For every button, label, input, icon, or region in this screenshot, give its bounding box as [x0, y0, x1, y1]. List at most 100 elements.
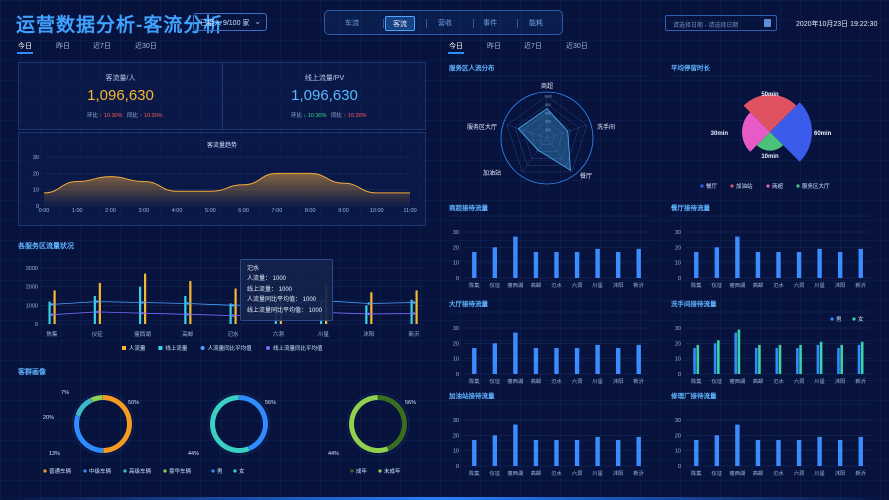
x-tick-label: 高邮 [753, 377, 764, 385]
bar [776, 439, 781, 466]
bar [574, 251, 580, 278]
bar [694, 251, 699, 278]
bar [858, 436, 863, 466]
donut-label: 50% [128, 400, 139, 406]
bar [714, 435, 720, 466]
x-tick-label: 仪征 [490, 377, 501, 385]
x-tick-label: 瘦西湖 [729, 377, 745, 385]
bar [796, 439, 802, 466]
x-tick-label: 瘦西湖 [134, 330, 151, 338]
rose-slice [770, 102, 812, 162]
tooltip-line: 线上流量： 1000 [247, 286, 293, 293]
y-tick-label: 20 [675, 433, 681, 439]
bar [735, 236, 740, 278]
x-tick-label: 9:00 [338, 208, 349, 214]
station-selector[interactable]: 已接入 9/100 家 ⌄ [193, 13, 267, 31]
bar [860, 341, 864, 374]
donut-label: 13% [49, 451, 60, 457]
x-tick-label: 8:00 [305, 208, 316, 214]
bar [574, 347, 580, 374]
x-tick-label: 沐阳 [613, 377, 624, 385]
bar [778, 344, 782, 374]
trend-chart: 客流量趋势 0 10 20 30 0:00 1:00 2:00 3:00 4:00 5:00 6:00… [33, 141, 417, 214]
bar [717, 340, 720, 374]
right-tab-yesterday[interactable]: 昨日 [487, 43, 501, 50]
y-tick-label: 10 [453, 449, 459, 455]
x-tick-label: 沐阳 [363, 330, 374, 338]
x-tick-label: 0:00 [39, 208, 50, 214]
legend-label: 餐厅 [706, 182, 718, 190]
left-tab-yesterday[interactable]: 昨日 [56, 43, 70, 50]
legend-dot [796, 184, 800, 188]
y-tick-label: 0 [456, 464, 459, 470]
bar-chart-gas: 加油站接待流量 0 10 20 30 陈集 仪征 瘦西湖 高邮 氾水 六洞 川星 沐阳 新沂 [448, 391, 649, 477]
bar [734, 332, 737, 374]
bar-chart-title: 大厅接待流量 [449, 299, 489, 308]
line-point [186, 312, 190, 316]
bar [694, 439, 699, 466]
x-tick-label: 六洞 [794, 281, 805, 289]
x-tick-label: 六洞 [572, 469, 583, 477]
nav-tab-revenue[interactable]: 营收 [438, 20, 452, 27]
right-tab-30days[interactable]: 近30日 [566, 43, 588, 50]
bar [533, 439, 539, 466]
bar [554, 251, 559, 278]
y-tick-label: 30 [675, 326, 681, 332]
y-tick-label: 0 [678, 372, 681, 378]
x-tick-label: 瘦西湖 [729, 469, 745, 477]
legend-dot [211, 469, 215, 473]
x-tick-label: 高邮 [182, 330, 194, 338]
x-tick-label: 氾水 [551, 377, 562, 385]
legend-dot [233, 469, 237, 473]
right-tab-7days[interactable]: 近7日 [524, 43, 542, 50]
bar-人流量 [370, 292, 373, 324]
left-tab-today[interactable]: 今日 [18, 43, 32, 50]
x-tick-label: 六洞 [794, 469, 805, 477]
bar [775, 347, 779, 374]
radar-axis [506, 124, 548, 139]
x-tick-label: 2:00 [105, 208, 116, 214]
x-tick-label: 陈集 [469, 281, 480, 289]
bar [754, 347, 758, 374]
bar-chart-hall: 大厅接待流量 0 10 20 30 陈集 仪征 瘦西湖 高邮 氾水 六洞 川星 沐阳 新沂 [449, 299, 649, 385]
nav-tab-car[interactable]: 车流 [345, 20, 359, 27]
donut-slice [349, 395, 389, 453]
bar [796, 347, 799, 374]
rose-label: 60min [814, 131, 832, 137]
x-tick-label: 川星 [592, 470, 603, 477]
line-point [367, 302, 371, 305]
legend-label: 线上流量同比平均值 [273, 344, 323, 352]
bar-线上流量 [184, 296, 187, 324]
y-tick-label: 30 [453, 418, 459, 424]
left-tab-indicator [17, 52, 33, 54]
nav-tab-events[interactable]: 事件 [483, 20, 497, 27]
radar-grid [522, 112, 572, 159]
bar-线上流量 [48, 301, 51, 324]
right-tab-today[interactable]: 今日 [449, 43, 463, 50]
donut-label: 56% [405, 400, 416, 406]
bar [817, 248, 822, 278]
kpi-panel: 客流量/人 1,096,630 环比 ↑ 10.30% 同比 ↑ 10.30% … [18, 62, 426, 130]
bar [615, 439, 621, 466]
bar-chart-restaurant: 餐厅接待流量 0 10 20 30 陈集 仪征 瘦西湖 高邮 氾水 六洞 川星 沐阳 新沂 [670, 203, 871, 289]
nav-tab-passenger[interactable]: 客流 [385, 16, 415, 31]
nav-tab-energy[interactable]: 能耗 [529, 20, 543, 27]
x-tick-label: 氾水 [773, 469, 784, 477]
radar-tick-label: 200 [545, 128, 551, 132]
y-tick-label: 20 [453, 433, 459, 439]
line-point [367, 312, 371, 316]
legend-label: 成年 [356, 467, 368, 475]
tooltip-line: 人流量： 1000 [247, 276, 287, 283]
left-tab-30days[interactable]: 近30日 [135, 43, 157, 50]
legend-label: 男 [836, 316, 842, 323]
bar [837, 347, 840, 374]
bar [472, 439, 477, 466]
x-tick-label: 仪征 [490, 281, 501, 289]
radar-axis [546, 137, 572, 173]
legend-dot [766, 184, 770, 188]
y-tick-label: 30 [675, 418, 681, 424]
date-range-picker[interactable]: 请选择日期 - 请选择日期 [665, 15, 777, 31]
bar [595, 436, 600, 466]
left-tab-7days[interactable]: 近7日 [93, 43, 111, 50]
